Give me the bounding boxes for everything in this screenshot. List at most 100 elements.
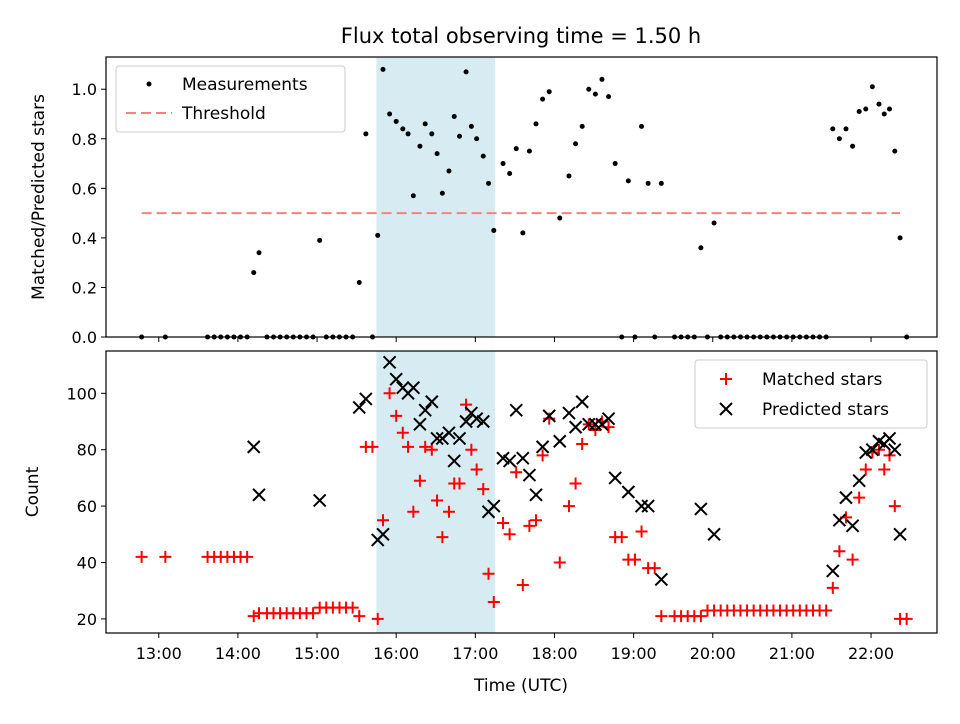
measurement-point	[393, 118, 399, 124]
top-y-tick-label: 0.4	[72, 229, 97, 248]
measurement-point	[429, 131, 435, 137]
top-y-ticks: 0.0 0.2 0.4 0.6 0.8 1.0	[72, 80, 106, 347]
predicted-star-point	[826, 564, 840, 578]
predicted-star-point	[694, 502, 708, 516]
measurement-point	[566, 173, 572, 179]
matched-star-point	[390, 409, 403, 422]
measurement-point	[645, 180, 651, 186]
bottom-x-ticks: 13:00 14:00 15:00 16:00 17:00 18:00 19:00 20:00…	[136, 633, 894, 663]
predicted-star-point	[529, 488, 543, 502]
predicted-star-point	[839, 490, 853, 505]
measurement-point	[533, 121, 539, 127]
predicted-star-point	[516, 451, 530, 465]
predicted-star-point	[621, 485, 636, 499]
predicted-star-point	[413, 417, 427, 432]
measurement-point	[586, 86, 592, 92]
x-tick-label: 21:00	[769, 644, 815, 663]
matched-star-point	[569, 477, 582, 490]
measurement-point	[451, 113, 457, 119]
measurement-point	[520, 230, 526, 236]
matched-star-point	[465, 443, 478, 456]
measurement-point	[457, 133, 463, 139]
bottom-y-tick-label: 100	[66, 384, 97, 403]
measurement-point	[612, 161, 618, 167]
measurement-point	[606, 94, 612, 100]
predicted-star-point	[476, 414, 490, 429]
predicted-star-point	[312, 493, 327, 508]
x-tick-label: 18:00	[531, 644, 577, 663]
matched-star-point	[487, 595, 500, 608]
matched-star-point	[346, 601, 359, 614]
matched-star-point	[900, 612, 913, 625]
measurement-point	[876, 101, 882, 107]
measurement-point	[599, 76, 605, 82]
top-y-tick-label: 0.8	[72, 130, 97, 149]
predicted-star-point	[568, 420, 583, 434]
predicted-star-point	[418, 403, 432, 417]
predicted-star-point	[496, 451, 510, 465]
measurement-point	[836, 136, 842, 142]
matched-star-point	[536, 449, 549, 462]
measurement-point	[887, 106, 893, 112]
matched-star-point	[615, 531, 628, 544]
matched-star-point	[241, 550, 254, 563]
measurement-point	[486, 180, 492, 186]
measurement-point	[625, 178, 631, 184]
measurement-point	[513, 146, 519, 152]
matched-star-point	[402, 440, 415, 453]
measurement-point	[711, 220, 717, 226]
predicted-star-point	[542, 409, 556, 423]
predicted-star-point	[376, 527, 390, 542]
predicted-star-point	[442, 426, 456, 440]
predicted-star-point	[832, 513, 847, 527]
matched-star-point	[353, 610, 366, 623]
bottom-y-tick-label: 40	[77, 554, 97, 573]
matched-star-point	[159, 550, 172, 563]
measurement-point	[434, 151, 440, 157]
matched-star-point	[503, 528, 516, 541]
matched-star-point	[576, 438, 589, 451]
predicted-star-point	[406, 380, 421, 395]
matched-star-point	[878, 463, 891, 476]
bottom-y-tick-label: 80	[77, 441, 97, 460]
measurement-point	[417, 143, 423, 149]
predicted-star-point	[845, 519, 860, 533]
predicted-star-point	[487, 499, 501, 513]
measurement-point	[317, 237, 323, 243]
matched-star-point	[648, 562, 661, 575]
top-legend: Measurements Threshold	[115, 65, 346, 133]
top-x-ticks	[158, 337, 872, 342]
matched-star-point	[442, 505, 455, 518]
predicted-star-point	[252, 488, 266, 502]
predicted-stars-points	[247, 355, 907, 587]
matched-star-point	[553, 556, 566, 569]
matched-star-point	[247, 610, 260, 623]
matched-star-point	[436, 531, 449, 544]
top-y-tick-label: 0.6	[72, 179, 97, 198]
matched-star-point	[846, 553, 859, 566]
measurement-point	[474, 136, 480, 142]
matched-star-point	[530, 514, 543, 527]
top-y-tick-label: 0.2	[72, 278, 97, 297]
bottom-y-tick-label: 60	[77, 497, 97, 516]
legend-measurements-label: Measurements	[182, 75, 308, 95]
matched-star-point	[413, 474, 426, 487]
matched-star-point	[694, 610, 707, 623]
predicted-star-point	[865, 442, 880, 457]
matched-star-point	[655, 610, 668, 623]
x-tick-label: 16:00	[373, 644, 419, 663]
x-tick-label: 17:00	[452, 644, 498, 663]
predicted-star-point	[553, 434, 567, 448]
measurement-point	[422, 121, 428, 127]
bottom-y-tick-label: 20	[77, 610, 97, 629]
x-tick-label: 19:00	[611, 644, 657, 663]
matched-star-point	[628, 553, 641, 566]
bottom-axes-frame	[105, 350, 938, 634]
x-tick-label: 15:00	[294, 644, 340, 663]
measurement-point	[897, 235, 903, 241]
matched-star-point	[419, 440, 432, 453]
top-shaded-span	[376, 57, 496, 337]
x-tick-label: 20:00	[690, 644, 736, 663]
